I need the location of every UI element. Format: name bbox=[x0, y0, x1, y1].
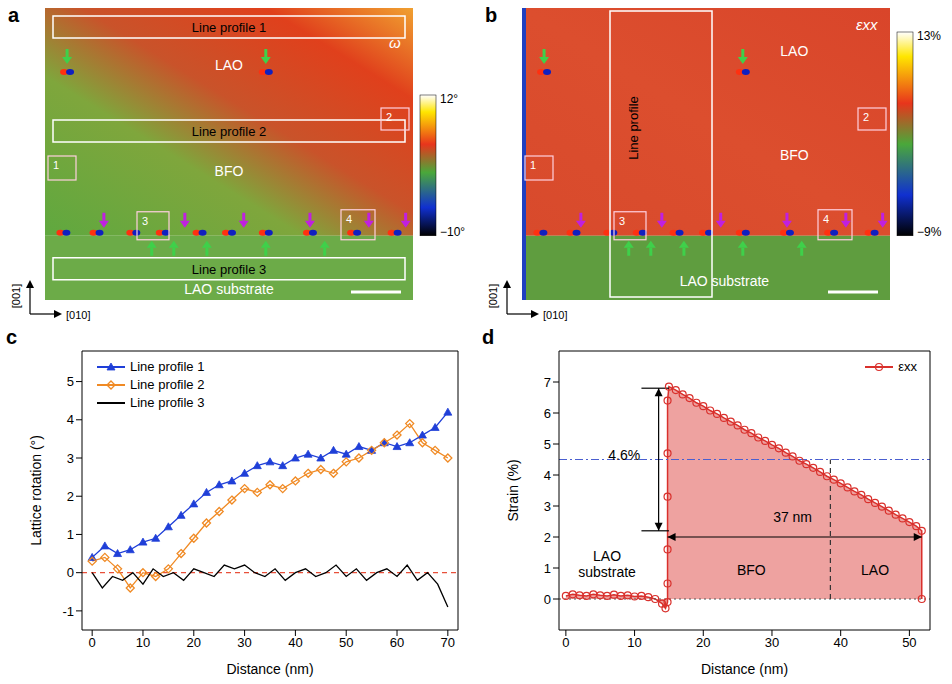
svg-text:40: 40 bbox=[288, 635, 302, 650]
svg-text:1: 1 bbox=[67, 527, 74, 542]
html-text:d: d bbox=[482, 326, 495, 348]
svg-text:4.6%: 4.6% bbox=[608, 447, 640, 463]
svg-text:Lattice rotation (°): Lattice rotation (°) bbox=[28, 435, 44, 546]
svg-text:50: 50 bbox=[902, 635, 916, 650]
html-text:c: c bbox=[6, 326, 18, 348]
svg-text:[001]: [001] bbox=[10, 284, 22, 308]
svg-text:Line profile: Line profile bbox=[626, 96, 641, 160]
svg-text:BFO: BFO bbox=[780, 147, 809, 163]
svg-text:LAO substrate: LAO substrate bbox=[184, 281, 274, 297]
svg-text:Line profile 3: Line profile 3 bbox=[192, 262, 266, 277]
svg-text:4: 4 bbox=[823, 213, 829, 225]
svg-text:5: 5 bbox=[544, 437, 551, 452]
svg-text:20: 20 bbox=[187, 635, 201, 650]
svg-text:−10°: −10° bbox=[440, 225, 465, 239]
svg-text:0: 0 bbox=[562, 635, 569, 650]
svg-text:b: b bbox=[485, 4, 497, 26]
svg-text:13%: 13% bbox=[917, 29, 941, 43]
html-text:Line profile 3: Line profile 3 bbox=[130, 395, 205, 410]
svg-text:1: 1 bbox=[53, 159, 59, 171]
svg-text:0: 0 bbox=[67, 565, 74, 580]
svg-text:20: 20 bbox=[696, 635, 710, 650]
svg-text:-1: -1 bbox=[62, 604, 74, 619]
svg-text:0: 0 bbox=[89, 635, 96, 650]
svg-text:LAO: LAO bbox=[215, 57, 243, 73]
svg-text:30: 30 bbox=[237, 635, 251, 650]
svg-text:2: 2 bbox=[386, 111, 392, 123]
svg-text:3: 3 bbox=[67, 451, 74, 466]
svg-text:4: 4 bbox=[67, 412, 74, 427]
svg-text:BFO: BFO bbox=[737, 562, 766, 578]
svg-text:−9%: −9% bbox=[917, 225, 942, 239]
svg-text:50: 50 bbox=[339, 635, 353, 650]
svg-text:4: 4 bbox=[346, 213, 352, 225]
svg-text:LAO: LAO bbox=[780, 43, 808, 59]
svg-text:Distance (nm): Distance (nm) bbox=[701, 661, 788, 677]
svg-text:LAOsubstrate: LAOsubstrate bbox=[578, 548, 636, 580]
svg-text:5: 5 bbox=[67, 374, 74, 389]
svg-text:2: 2 bbox=[544, 530, 551, 545]
svg-text:7: 7 bbox=[544, 375, 551, 390]
html-text:Line profile 2: Line profile 2 bbox=[130, 377, 205, 392]
svg-text:3: 3 bbox=[619, 215, 625, 227]
svg-text:Strain (%): Strain (%) bbox=[505, 459, 521, 521]
svg-text:3: 3 bbox=[142, 215, 148, 227]
svg-text:εxx: εxx bbox=[856, 16, 878, 33]
svg-text:6: 6 bbox=[544, 406, 551, 421]
svg-text:[001]: [001] bbox=[487, 284, 499, 308]
svg-text:1: 1 bbox=[544, 561, 551, 576]
svg-text:4: 4 bbox=[544, 468, 551, 483]
svg-text:Distance (nm): Distance (nm) bbox=[226, 661, 313, 677]
svg-text:LAO substrate: LAO substrate bbox=[680, 273, 770, 289]
svg-text:[010]: [010] bbox=[543, 309, 567, 321]
svg-text:40: 40 bbox=[833, 635, 847, 650]
svg-text:37 nm: 37 nm bbox=[773, 509, 812, 525]
svg-text:12°: 12° bbox=[440, 92, 458, 106]
svg-text:2: 2 bbox=[863, 111, 869, 123]
svg-text:BFO: BFO bbox=[215, 163, 244, 179]
svg-text:2: 2 bbox=[67, 489, 74, 504]
svg-text:[010]: [010] bbox=[66, 309, 90, 321]
svg-text:0: 0 bbox=[544, 592, 551, 607]
svg-text:3: 3 bbox=[544, 499, 551, 514]
svg-text:Line profile 2: Line profile 2 bbox=[192, 124, 266, 139]
svg-text:60: 60 bbox=[390, 635, 404, 650]
svg-text:70: 70 bbox=[441, 635, 455, 650]
svg-text:10: 10 bbox=[627, 635, 641, 650]
svg-text:ω: ω bbox=[389, 34, 401, 51]
svg-text:30: 30 bbox=[765, 635, 779, 650]
svg-text:10: 10 bbox=[136, 635, 150, 650]
svg-text:Line profile 1: Line profile 1 bbox=[192, 20, 266, 35]
svg-text:LAO: LAO bbox=[861, 562, 889, 578]
html-text:εxx: εxx bbox=[898, 359, 917, 374]
svg-text:1: 1 bbox=[530, 159, 536, 171]
svg-text:a: a bbox=[8, 4, 20, 26]
html-text:Line profile 1: Line profile 1 bbox=[130, 359, 205, 374]
